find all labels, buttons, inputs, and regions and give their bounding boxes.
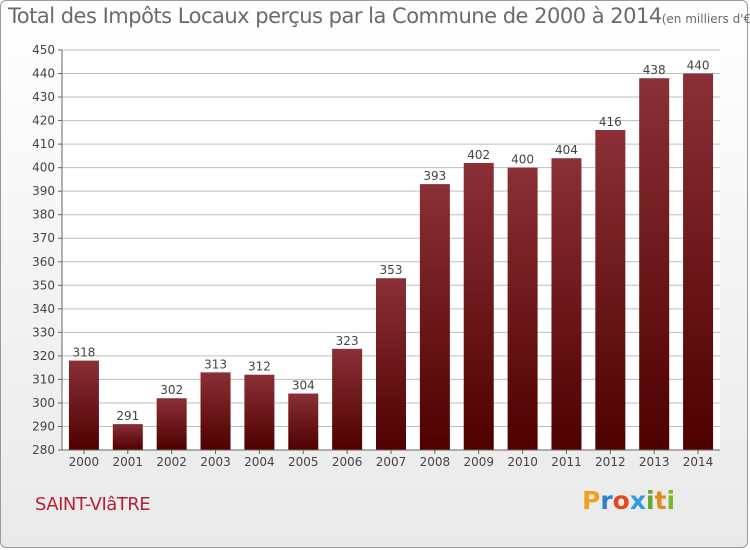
data-label: 312: [248, 360, 271, 374]
bar: [156, 398, 187, 450]
x-tick-label: 2002: [156, 455, 187, 469]
y-tick-label: 360: [32, 255, 55, 269]
x-tick-label: 2010: [507, 455, 538, 469]
y-tick-label: 320: [32, 349, 55, 363]
y-tick-label: 370: [32, 231, 55, 245]
data-label: 291: [116, 409, 139, 423]
y-tick-label: 450: [32, 43, 55, 57]
y-tick-label: 340: [32, 302, 55, 316]
data-label: 402: [467, 148, 490, 162]
data-label: 400: [511, 153, 534, 167]
x-tick-label: 2000: [69, 455, 100, 469]
data-label: 323: [336, 334, 359, 348]
bar: [595, 130, 626, 450]
data-label: 404: [555, 143, 578, 157]
bar: [288, 393, 319, 450]
data-label: 318: [72, 346, 95, 360]
proxiti-logo[interactable]: Proxiti: [582, 486, 675, 515]
x-tick-label: 2007: [376, 455, 407, 469]
y-tick-label: 410: [32, 137, 55, 151]
y-tick-label: 290: [32, 419, 55, 433]
y-tick-label: 310: [32, 372, 55, 386]
logo-letter: i: [666, 486, 676, 515]
bar: [244, 374, 275, 450]
x-tick-label: 2012: [595, 455, 626, 469]
logo-letter: t: [654, 486, 667, 515]
data-label: 353: [380, 263, 403, 277]
bar: [68, 360, 99, 450]
bar: [112, 424, 143, 450]
data-label: 416: [599, 115, 622, 129]
x-tick-label: 2003: [200, 455, 231, 469]
data-label: 304: [292, 379, 315, 393]
y-tick-label: 350: [32, 278, 55, 292]
bar: [419, 184, 450, 450]
bar: [551, 158, 582, 450]
logo-letter: r: [600, 486, 613, 515]
x-tick-label: 2004: [244, 455, 275, 469]
x-tick-label: 2009: [463, 455, 494, 469]
bar: [332, 348, 363, 450]
y-tick-label: 330: [32, 325, 55, 339]
unit-label: (en milliers d'€): [661, 12, 750, 26]
y-tick-label: 400: [32, 161, 55, 175]
bar: [376, 278, 406, 450]
y-tick-label: 430: [32, 90, 55, 104]
chart-title: Total des Impôts Locaux perçus par la Co…: [8, 4, 750, 28]
x-tick-label: 2001: [113, 455, 144, 469]
y-tick-label: 380: [32, 208, 55, 222]
x-tick-label: 2014: [683, 455, 714, 469]
y-tick-label: 420: [32, 114, 55, 128]
x-tick-label: 2006: [332, 455, 363, 469]
logo-letter: o: [612, 486, 630, 515]
bar: [683, 73, 714, 450]
data-label: 313: [204, 357, 227, 371]
y-tick-label: 440: [32, 67, 55, 81]
y-tick-label: 300: [32, 396, 55, 410]
x-tick-label: 2011: [551, 455, 582, 469]
logo-letter: i: [646, 486, 655, 515]
bar: [200, 372, 231, 450]
data-label: 302: [160, 383, 183, 397]
data-label: 438: [643, 63, 666, 77]
x-tick-label: 2013: [639, 455, 670, 469]
logo-letter: x: [629, 486, 646, 515]
bar: [639, 78, 670, 450]
title-text: Total des Impôts Locaux perçus par la Co…: [8, 4, 662, 28]
bar: [463, 162, 494, 451]
bar: [507, 167, 538, 450]
x-tick-label: 2005: [288, 455, 319, 469]
data-label: 440: [687, 59, 710, 73]
y-tick-label: 390: [32, 184, 55, 198]
y-tick-label: 280: [32, 443, 55, 457]
x-tick-label: 2008: [420, 455, 451, 469]
data-label: 393: [423, 169, 446, 183]
commune-name: SAINT-VIâTRE: [35, 494, 151, 515]
logo-letter: P: [582, 486, 601, 515]
